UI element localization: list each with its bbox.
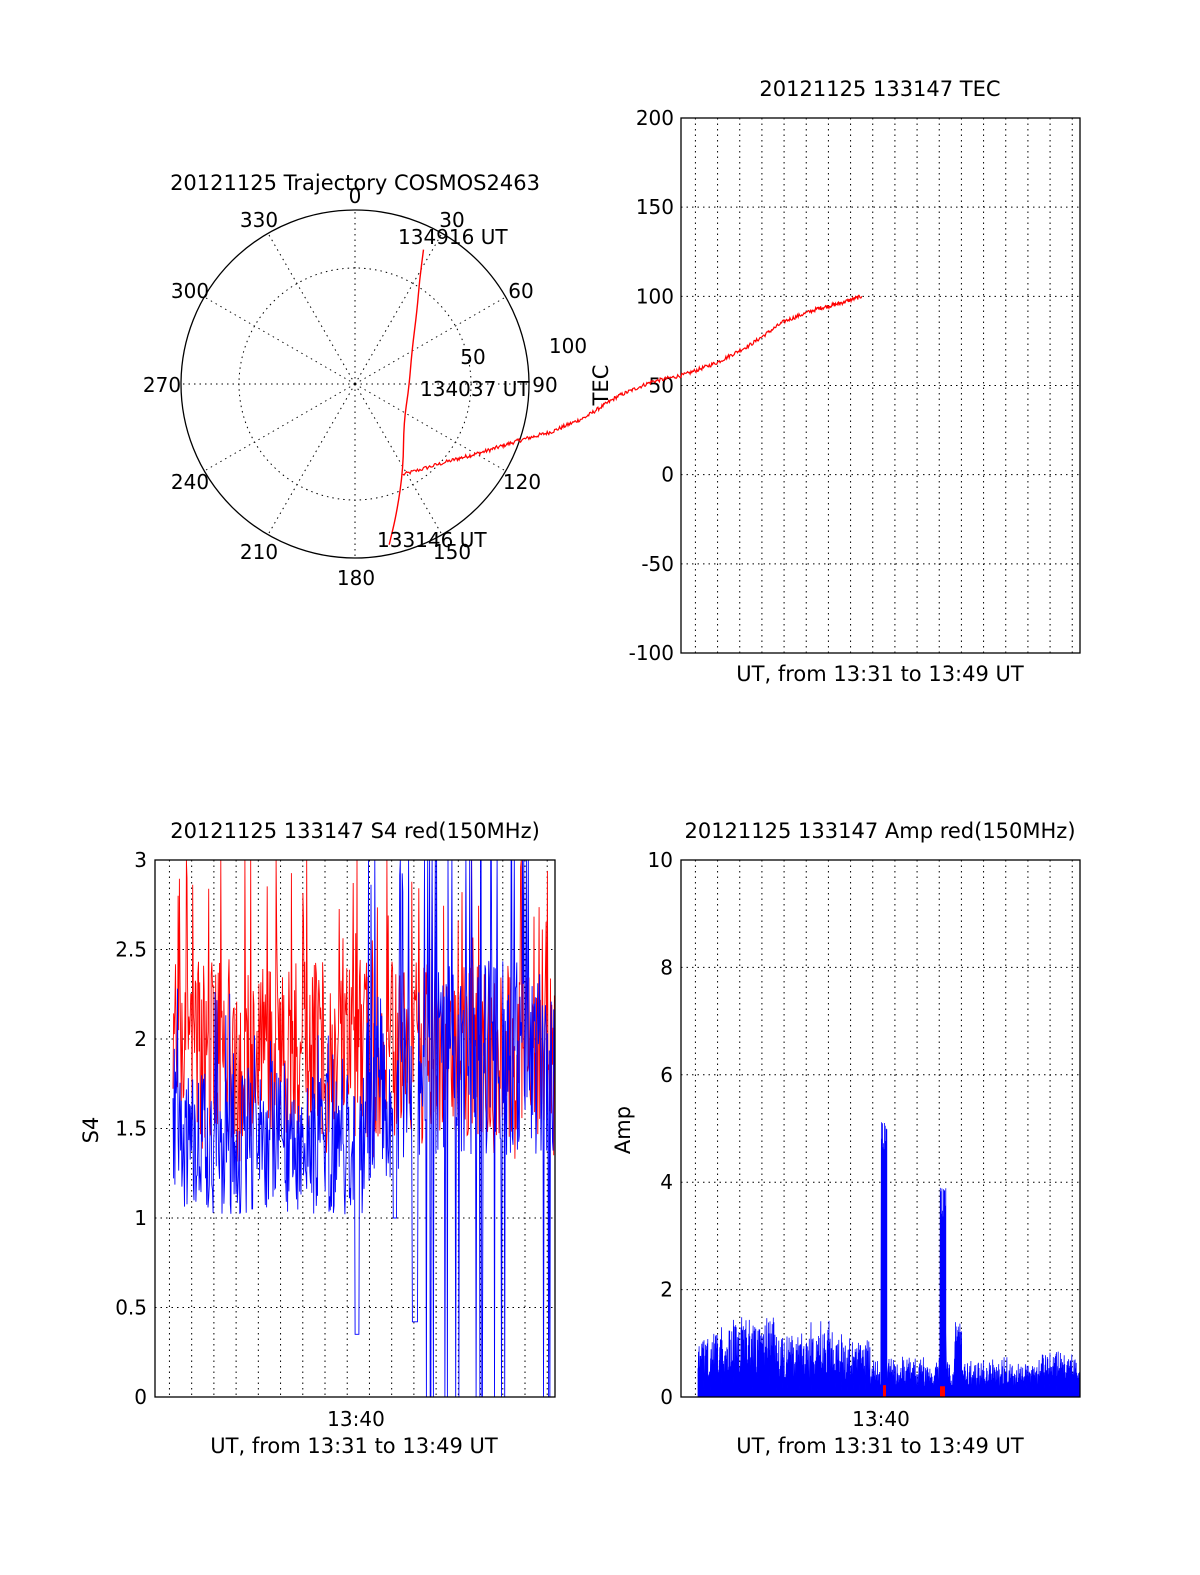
polar-spoke bbox=[267, 233, 356, 385]
polar-spoke bbox=[354, 296, 506, 385]
azimuth-label: 150 bbox=[433, 540, 471, 564]
azimuth-label: 210 bbox=[240, 540, 278, 564]
tec-ytick-label: 200 bbox=[636, 106, 674, 130]
amp-ytick-label: 10 bbox=[648, 848, 673, 872]
s4-xtick-1340: 13:40 bbox=[327, 1407, 385, 1431]
polar-spoke bbox=[354, 233, 443, 385]
amp-ytick-label: 8 bbox=[660, 955, 673, 979]
tec-series-line bbox=[402, 319, 785, 476]
tec-title: 20121125 133147 TEC bbox=[759, 77, 1000, 101]
s4-ytick-label: 2.5 bbox=[115, 938, 147, 962]
polar-spoke bbox=[354, 383, 443, 535]
s4-red-series bbox=[172, 859, 556, 1162]
azimuth-label: 300 bbox=[171, 279, 209, 303]
amp-blue-series bbox=[697, 1122, 1081, 1398]
amp-xlabel: UT, from 13:31 to 13:49 UT bbox=[736, 1434, 1024, 1458]
amp-ytick-label: 0 bbox=[660, 1385, 673, 1409]
amp-xtick-1340: 13:40 bbox=[852, 1407, 910, 1431]
amp-frame bbox=[680, 859, 1081, 1398]
azimuth-label: 180 bbox=[337, 566, 375, 590]
polar-spoke bbox=[354, 383, 506, 472]
polar-spoke bbox=[204, 383, 356, 472]
s4-ytick-label: 0 bbox=[134, 1385, 147, 1409]
trajectory-track bbox=[388, 249, 425, 545]
polar-spoke bbox=[267, 383, 356, 535]
tec-ylabel: TEC bbox=[589, 365, 613, 407]
amp-ytick-label: 2 bbox=[660, 1278, 673, 1302]
azimuth-label: 60 bbox=[508, 279, 533, 303]
s4-ytick-label: 1 bbox=[134, 1206, 147, 1230]
amp-grid bbox=[681, 860, 1080, 1397]
s4-y-ticks: 0 0.5 1 1.5 2 2.5 3 bbox=[115, 848, 147, 1409]
s4-frame bbox=[154, 859, 556, 1398]
s4-title: 20121125 133147 S4 red(150MHz) bbox=[170, 819, 540, 843]
tec-series bbox=[402, 294, 863, 476]
s4-ytick-label: 1.5 bbox=[115, 1117, 147, 1141]
azimuth-label: 30 bbox=[439, 208, 464, 232]
azimuth-label: 120 bbox=[503, 470, 541, 494]
azimuth-label: 0 bbox=[349, 184, 362, 208]
s4-series bbox=[172, 859, 556, 1398]
polar-frame bbox=[180, 209, 530, 559]
polar-spoke bbox=[204, 296, 356, 385]
tec-ytick-label: -50 bbox=[641, 552, 674, 576]
tec-grid bbox=[681, 117, 1080, 654]
trajectory-annotation: 134037 UT bbox=[420, 377, 530, 401]
amp-ytick-label: 4 bbox=[660, 1170, 673, 1194]
s4-ytick-label: 0.5 bbox=[115, 1296, 147, 1320]
amp-series bbox=[697, 1122, 1081, 1398]
polar-grid bbox=[181, 210, 529, 558]
s4-panel: 20121125 133147 S4 red(150MHz) 0 0.5 1 1.5 2… bbox=[79, 819, 556, 1458]
azimuth-label: 90 bbox=[532, 373, 557, 397]
trajectory-annotation: 133146 UT bbox=[377, 528, 487, 552]
amp-ytick-label: 6 bbox=[660, 1063, 673, 1087]
s4-ytick-label: 2 bbox=[134, 1027, 147, 1051]
amp-panel: 20121125 133147 Amp red(150MHz) 0246810 … bbox=[611, 819, 1081, 1458]
amp-red-spike bbox=[940, 1386, 945, 1397]
s4-xlabel: UT, from 13:31 to 13:49 UT bbox=[210, 1434, 498, 1458]
tec-frame bbox=[680, 117, 1081, 654]
azimuth-label: 330 bbox=[240, 208, 278, 232]
trajectory-annotation: 134916 UT bbox=[398, 225, 508, 249]
tec-ytick-label: 150 bbox=[636, 195, 674, 219]
azimuth-label: 240 bbox=[171, 470, 209, 494]
trajectory-panel: 20121125 Trajectory COSMOS2463 0 30 60 90 12… bbox=[143, 171, 587, 590]
radius-label: 100 bbox=[549, 334, 587, 358]
azimuth-label: 270 bbox=[143, 373, 181, 397]
amp-y-ticks: 0 2 4 6 8 10 bbox=[648, 848, 673, 1409]
trajectory-title: 20121125 Trajectory COSMOS2463 bbox=[170, 171, 540, 195]
tec-ytick-label: 0 bbox=[661, 463, 674, 487]
polar-labels: 0 30 60 90 120 150 180 210 240 270 300 330 50 100 bbox=[143, 184, 587, 590]
tec-series-line bbox=[783, 294, 863, 325]
s4-ytick-label: 3 bbox=[134, 848, 147, 872]
tec-ytick-label: 100 bbox=[636, 284, 674, 308]
tec-ytick-label: -100 bbox=[629, 641, 674, 665]
amp-title: 20121125 133147 Amp red(150MHz) bbox=[684, 819, 1075, 843]
tec-panel: 20121125 133147 TEC -100-50050100150200 … bbox=[402, 77, 1081, 686]
trajectory-annotations: 134916 UT 134037 UT 133146 UT bbox=[377, 225, 530, 552]
amp-red-spike bbox=[883, 1385, 886, 1397]
tec-xlabel: UT, from 13:31 to 13:49 UT bbox=[736, 662, 1024, 686]
s4-ylabel: S4 bbox=[79, 1117, 103, 1144]
s4-blue-series bbox=[172, 859, 556, 1398]
amp-ylabel: Amp bbox=[611, 1106, 635, 1154]
radius-label: 50 bbox=[460, 345, 485, 369]
